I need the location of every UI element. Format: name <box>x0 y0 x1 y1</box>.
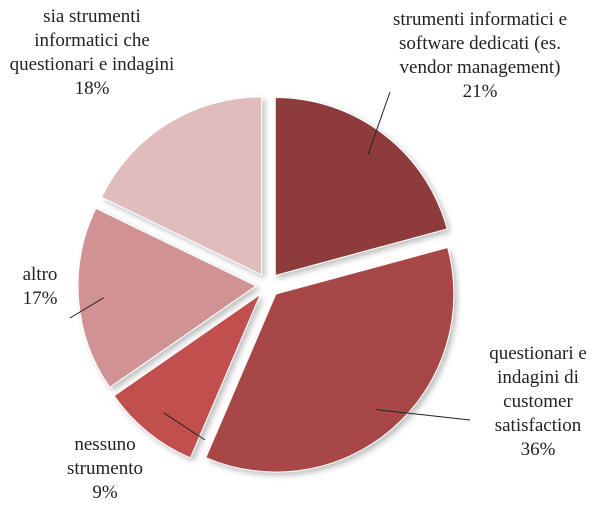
pie-slice <box>100 96 263 276</box>
pie-slice <box>77 207 258 389</box>
slice-label: sia strumenti informatici che questionar… <box>2 5 182 101</box>
value-label: 21% <box>462 81 498 102</box>
slice-label: nessuno strumento 9% <box>45 433 165 505</box>
pie-slice <box>113 292 262 459</box>
slice-label: strumenti informatici e software dedicat… <box>390 8 570 104</box>
category-label: nessuno strumento <box>67 434 143 479</box>
value-label: 17% <box>22 288 58 309</box>
slice-label: altro 17% <box>0 263 80 311</box>
leader-line <box>163 412 206 441</box>
category-label: altro <box>22 264 58 285</box>
category-label: questionari e indagini di customer satis… <box>489 343 587 436</box>
value-label: 36% <box>520 439 556 460</box>
category-label: sia strumenti informatici che questionar… <box>9 6 175 75</box>
slice-label: questionari e indagini di customer satis… <box>463 342 605 462</box>
category-label: strumenti informatici e software dedicat… <box>392 9 568 78</box>
pie-slice <box>205 246 455 473</box>
leader-line <box>367 91 391 155</box>
leader-line <box>376 409 471 421</box>
value-label: 18% <box>74 78 110 99</box>
leader-line <box>69 297 104 319</box>
pie-slice <box>274 96 448 277</box>
value-label: 9% <box>92 482 118 503</box>
